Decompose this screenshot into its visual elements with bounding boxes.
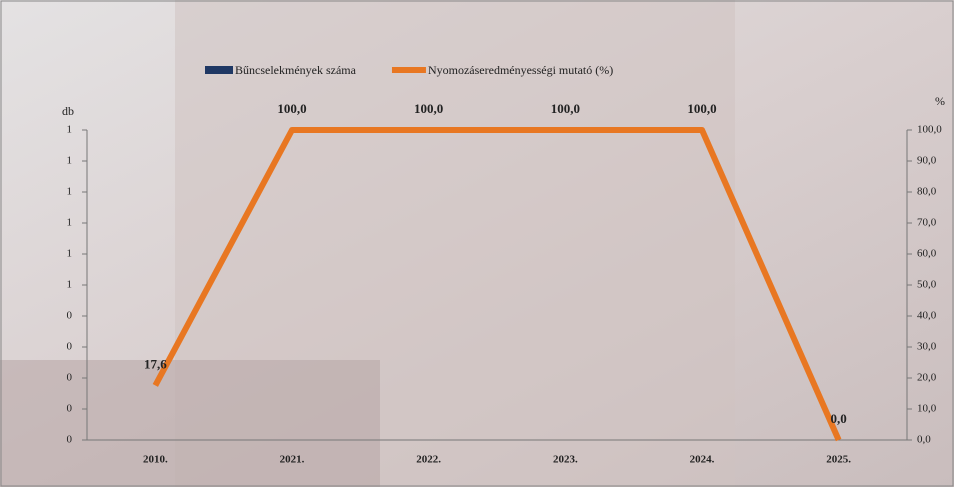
legend-swatch (205, 66, 233, 74)
y2-tick-label: 90,0 (917, 155, 937, 167)
y-tick-label: 0 (67, 341, 73, 353)
y-tick-label: 1 (67, 124, 73, 136)
y2-tick-label: 30,0 (917, 341, 937, 353)
data-label: 100,0 (414, 101, 443, 116)
y-tick-label: 0 (67, 372, 73, 384)
data-label: 0,0 (831, 411, 847, 426)
y-tick-label: 1 (67, 279, 73, 291)
x-tick-label: 2023. (553, 454, 578, 466)
y2-tick-label: 10,0 (917, 403, 937, 415)
data-label: 100,0 (277, 101, 306, 116)
y-tick-label: 1 (67, 217, 73, 229)
y2-tick-label: 0,0 (917, 434, 931, 446)
data-label: 100,0 (551, 101, 580, 116)
y2-tick-label: 100,0 (917, 124, 942, 136)
x-tick-label: 2021. (280, 454, 305, 466)
y2-tick-label: 50,0 (917, 279, 937, 291)
foreground (0, 360, 380, 487)
y2-tick-label: 80,0 (917, 186, 937, 198)
x-tick-label: 2024. (690, 454, 715, 466)
x-tick-label: 2025. (826, 454, 851, 466)
y2-tick-label: 60,0 (917, 248, 937, 260)
y-tick-label: 1 (67, 155, 73, 167)
y2-axis-label: % (935, 94, 945, 108)
y-tick-label: 1 (67, 186, 73, 198)
y-tick-label: 0 (67, 310, 73, 322)
line (152, 127, 842, 442)
x-tick-label: 2022. (416, 454, 441, 466)
legend-label: Nyomozáseredményességi mutató (%) (428, 63, 613, 77)
y-tick-label: 1 (67, 248, 73, 260)
legend-label: Bűncselekmények száma (235, 63, 357, 77)
y2-tick-label: 40,0 (917, 310, 937, 322)
y-tick-label: 0 (67, 434, 73, 446)
x-tick-label: 2010. (143, 454, 168, 466)
y-axis-label: db (62, 104, 74, 118)
data-label: 100,0 (687, 101, 716, 116)
y2-tick-label: 70,0 (917, 217, 937, 229)
y2-tick-label: 20,0 (917, 372, 937, 384)
y-tick-label: 0 (67, 403, 73, 415)
data-label: 17,6 (144, 356, 167, 371)
